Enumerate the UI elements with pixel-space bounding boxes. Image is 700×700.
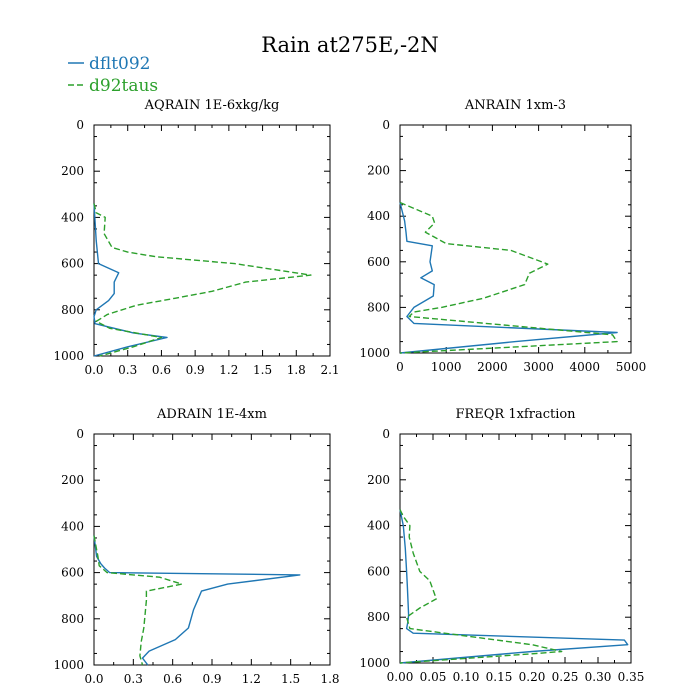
panel-title: FREQR 1xfraction [455,407,576,422]
x-tick-label: 5000 [616,360,647,374]
figure-title: Rain at275E,-2N [261,33,439,57]
x-tick-label: 1.2 [242,672,261,686]
x-tick-label: 0.30 [585,670,612,684]
x-tick-label: 0.20 [519,670,546,684]
x-tick-label: 0.10 [453,670,480,684]
x-tick-label: 0.15 [486,670,513,684]
y-tick-label: 0 [382,427,390,441]
x-tick-label: 4000 [570,360,601,374]
x-tick-label: 0.0 [84,672,103,686]
series-line-d92taus [399,509,563,664]
y-tick-label: 0 [382,118,390,132]
x-tick-label: 0.3 [118,363,137,377]
panel-title: ADRAIN 1E-4xm [156,407,267,422]
y-tick-label: 600 [367,255,390,269]
panel-anrain: ANRAIN 1xm-3 0 200 400 600 800 1000 0 1000 2000 30… [359,98,646,374]
x-tick-label: 1.8 [320,672,339,686]
series-line-dflt092 [93,535,301,666]
x-tick-label: 0.25 [552,670,579,684]
x-tick-label: 0.3 [124,672,143,686]
y-tick-label: 800 [367,300,390,314]
y-tick-label: 200 [61,473,84,487]
y-tick-label: 200 [61,164,84,178]
x-tick-label: 0.6 [152,363,171,377]
y-tick-label: 600 [61,257,84,271]
y-tick-label: 400 [61,210,84,224]
y-tick-label: 1000 [53,349,84,363]
series-line-d92taus [93,535,183,666]
y-tick-label: 400 [367,209,390,223]
x-tick-label: 0.0 [84,363,103,377]
y-tick-label: 0 [76,118,84,132]
x-tick-label: 2.1 [320,363,339,377]
plot-frame [93,124,331,357]
series-line-d92taus [399,201,618,354]
y-tick-label: 800 [367,610,390,624]
x-tick-label: 0.9 [202,672,221,686]
y-tick-label: 1000 [53,658,84,672]
legend-label-d92taus: d92taus [89,76,158,96]
y-tick-label: 200 [367,473,390,487]
series-line-dflt092 [399,202,618,354]
legend-label-dflt092: dflt092 [89,54,151,74]
plot-frame [399,433,632,664]
y-tick-label: 400 [61,519,84,533]
y-tick-label: 400 [367,519,390,533]
x-tick-label: 0.6 [163,672,182,686]
x-tick-label: 2000 [477,360,508,374]
legend: dflt092 d92taus [68,54,158,96]
panel-title: AQRAIN 1E-6xkg/kg [144,98,280,113]
y-tick-label: 800 [61,612,84,626]
panel-title: ANRAIN 1xm-3 [464,98,566,113]
plot-frame [93,433,331,666]
x-tick-label: 1.5 [281,672,300,686]
y-tick-label: 200 [367,164,390,178]
y-tick-label: 600 [367,564,390,578]
x-tick-label: 1000 [431,360,462,374]
y-tick-label: 800 [61,303,84,317]
y-tick-label: 1000 [359,346,390,360]
series-line-d92taus [93,203,312,357]
x-tick-label: 0 [396,360,404,374]
x-tick-label: 0.9 [186,363,205,377]
y-tick-label: 0 [76,427,84,441]
x-tick-label: 3000 [523,360,554,374]
x-tick-label: 1.2 [219,363,238,377]
y-tick-label: 600 [61,566,84,580]
x-tick-label: 0.00 [387,670,414,684]
y-tick-label: 1000 [359,656,390,670]
x-tick-label: 1.5 [253,363,272,377]
x-tick-label: 0.05 [420,670,447,684]
x-tick-label: 0.35 [618,670,645,684]
x-tick-label: 1.8 [287,363,306,377]
series-line-dflt092 [399,509,629,664]
